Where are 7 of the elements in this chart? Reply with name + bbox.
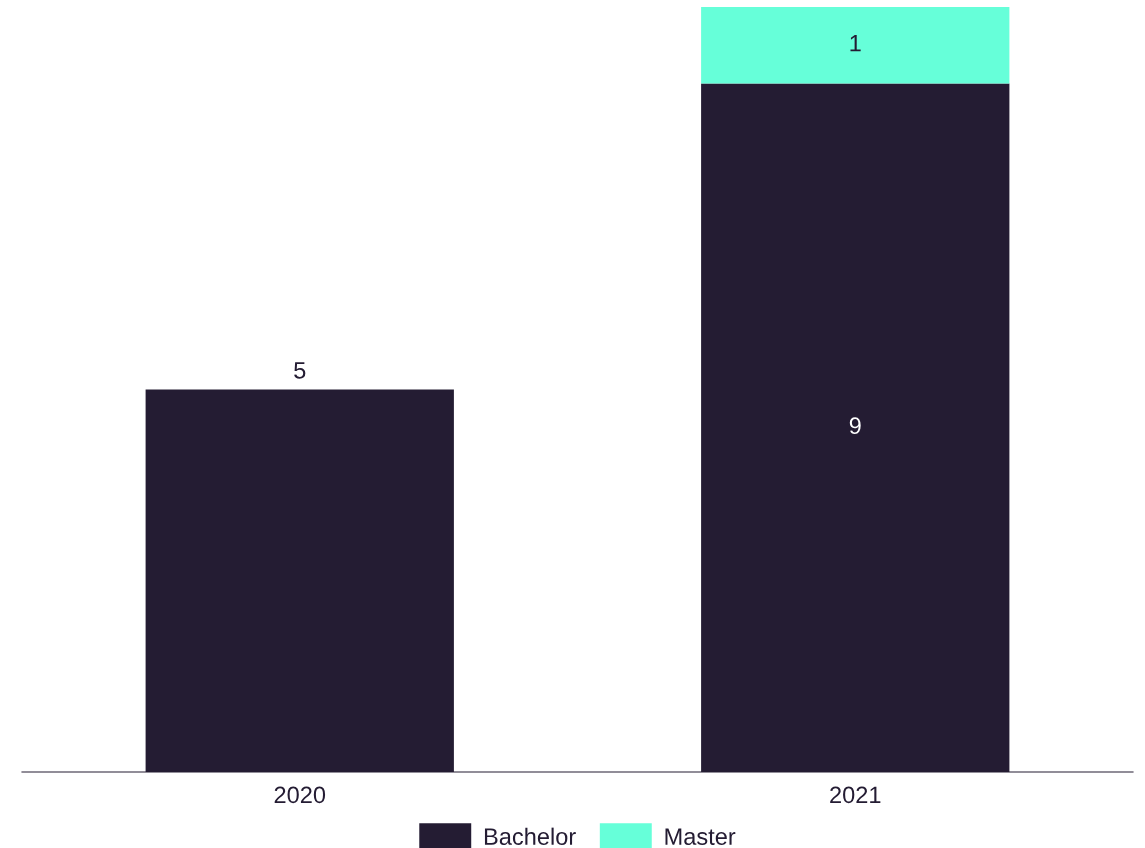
- data-label: 1: [850, 35, 861, 52]
- legend-label: Bachelor: [484, 827, 576, 845]
- data-label: 9: [849, 417, 861, 435]
- x-tick-label: 2021: [830, 786, 881, 804]
- legend-label: Master: [665, 828, 736, 845]
- x-tick-label: 2020: [274, 786, 326, 804]
- data-label: 5: [294, 362, 306, 379]
